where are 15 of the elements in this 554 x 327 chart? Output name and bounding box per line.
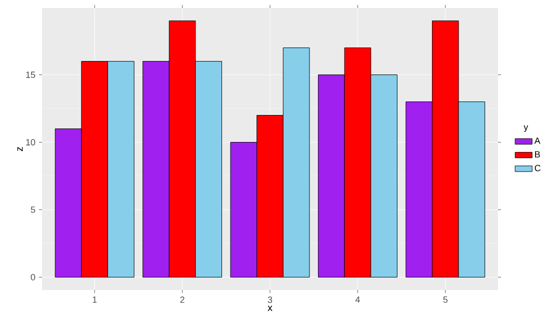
x-tick-label: 3 [268, 296, 272, 303]
x-tick-label: 5 [443, 296, 448, 303]
x-tick-label: 4 [355, 296, 360, 303]
y-tick-label: 5 [30, 206, 36, 213]
legend-label: A [534, 138, 540, 144]
x-tick-label: 1 [92, 296, 97, 303]
y-tick-label: 10 [26, 139, 36, 146]
legend-label: C [534, 164, 541, 172]
x-tick-label: 2 [180, 296, 184, 303]
y-tick-label: 15 [26, 72, 36, 78]
y-tick-label: 0 [30, 274, 36, 280]
x-axis-title: x [268, 306, 272, 311]
legend-title: y [524, 125, 528, 132]
y-axis-title: z [17, 147, 23, 152]
legend-label: B [535, 151, 540, 158]
